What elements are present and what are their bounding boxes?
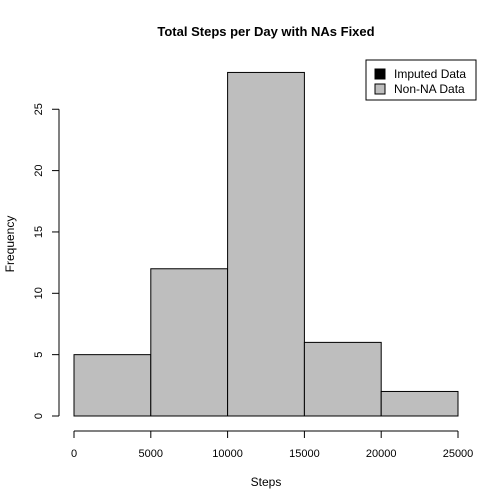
y-tick-label: 5 [33, 352, 45, 358]
y-axis: 0 5 10 15 20 25 [33, 103, 59, 419]
x-tick-label: 15000 [289, 448, 320, 460]
x-tick-label: 0 [71, 448, 77, 460]
histogram-bar-3 [228, 72, 305, 416]
y-axis-label: Frequency [3, 216, 17, 273]
x-tick-label: 20000 [366, 448, 397, 460]
x-tick-label: 25000 [443, 448, 474, 460]
legend-label-2: Non-NA Data [394, 82, 465, 96]
histogram-bar-1 [74, 355, 151, 416]
y-tick-label: 20 [33, 164, 45, 176]
x-axis: 0 5000 10000 15000 20000 25000 [71, 431, 473, 460]
legend-label-1: Imputed Data [394, 67, 466, 81]
legend-swatch-1 [375, 69, 385, 79]
x-axis-label: Steps [251, 475, 282, 489]
y-tick-label: 10 [33, 287, 45, 299]
chart-title: Total Steps per Day with NAs Fixed [157, 24, 374, 39]
y-tick-label: 15 [33, 226, 45, 238]
histogram-bar-5 [381, 391, 458, 416]
y-tick-label: 0 [33, 413, 45, 419]
y-tick-label: 25 [33, 103, 45, 115]
legend-swatch-2 [375, 84, 385, 94]
bars-group [74, 72, 458, 416]
histogram-bar-2 [151, 269, 228, 416]
x-tick-label: 10000 [212, 448, 243, 460]
histogram-bar-4 [304, 342, 381, 416]
x-tick-label: 5000 [139, 448, 163, 460]
